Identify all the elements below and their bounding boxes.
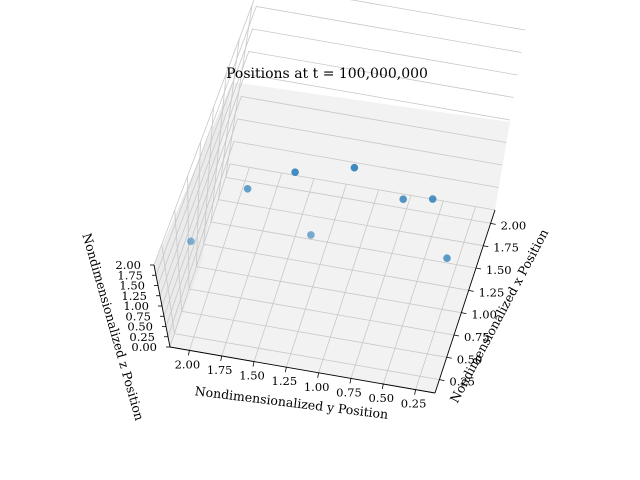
y-tick-mark <box>414 389 417 395</box>
x-tick-label: 1.00 <box>471 308 497 322</box>
x-tick-label: 2.00 <box>501 218 527 232</box>
y-tick-mark <box>220 355 223 362</box>
z-grid-line <box>167 141 499 337</box>
data-point <box>243 185 252 193</box>
y-grid-line <box>350 195 412 379</box>
tick-labels: 0.250.500.751.001.251.501.752.000.250.50… <box>115 218 526 410</box>
x-tick-mark <box>475 267 482 270</box>
z-tick-label: 0.75 <box>125 309 151 323</box>
z-grid-line <box>165 118 503 327</box>
y-tick-mark <box>284 367 287 373</box>
y-tick-label: 0.50 <box>368 391 394 405</box>
y-tick-mark <box>252 361 255 367</box>
x-tick-label: 1.50 <box>486 263 512 277</box>
y-grid-line <box>318 189 380 373</box>
z-tick-label: 0.00 <box>131 340 157 354</box>
y-grid-line <box>221 172 283 357</box>
data-point <box>350 163 359 172</box>
x-tick-label: 0.75 <box>464 330 490 344</box>
y-grid-line <box>382 200 444 385</box>
x-tick-mark <box>468 289 474 292</box>
z-tick-label: 1.00 <box>123 299 149 313</box>
grid-lines <box>153 0 526 390</box>
z-tick-label: 1.25 <box>121 289 147 303</box>
y-axis-line <box>169 346 436 394</box>
x-tick-label: 1.25 <box>479 285 505 299</box>
x-tick-label: 0.50 <box>457 352 483 366</box>
y-tick-label: 0.25 <box>401 397 427 411</box>
z-tick-label: 0.25 <box>129 330 155 344</box>
z-grid-line <box>159 51 514 296</box>
y-grid-line <box>253 178 315 362</box>
data-points <box>187 163 451 262</box>
x-tick-mark <box>439 379 445 382</box>
y-tick-label: 2.00 <box>175 357 201 371</box>
data-point <box>428 195 437 203</box>
z-grid-line <box>153 0 526 266</box>
y-tick-label: 1.75 <box>207 363 233 377</box>
data-point <box>291 168 299 176</box>
y-tick-mark <box>381 383 384 390</box>
x-tick-mark <box>461 312 467 315</box>
z-grid-line <box>157 28 518 286</box>
y-tick-label: 1.50 <box>239 369 265 383</box>
data-point <box>399 195 408 203</box>
x-tick-mark <box>490 222 496 225</box>
z-tick-label: 0.50 <box>127 320 153 334</box>
y-tick-label: 1.00 <box>304 380 330 394</box>
data-point <box>443 254 451 262</box>
z-grid-line <box>155 6 522 276</box>
data-point <box>187 237 195 246</box>
z-tick-label: 2.00 <box>115 258 141 272</box>
z-tick-label: 1.50 <box>119 279 145 293</box>
y-grid-line <box>285 184 347 368</box>
y-tick-label: 0.75 <box>336 385 362 399</box>
y-tick-label: 1.25 <box>272 374 298 388</box>
chart-title: Positions at t = 100,000,000 <box>226 66 428 82</box>
y-tick-mark <box>187 350 190 356</box>
x-tick-mark <box>446 356 452 359</box>
data-point <box>307 231 315 239</box>
x-tick-mark <box>483 245 489 248</box>
left-wall-pane <box>154 82 232 347</box>
y-tick-mark <box>349 378 352 384</box>
back-wall-pane <box>202 82 510 262</box>
y-grid-line <box>415 206 476 390</box>
y-tick-mark <box>317 372 320 378</box>
y-grid-line <box>189 167 250 351</box>
z-grid-line <box>161 73 511 307</box>
x-tick-label: 1.75 <box>493 241 519 255</box>
x-tick-label: 0.25 <box>449 375 475 389</box>
axes-panes <box>154 82 510 393</box>
z-grid-line <box>169 163 496 348</box>
x-tick-mark <box>453 334 460 337</box>
z-tick-label: 1.75 <box>117 268 143 282</box>
x-axis-line <box>434 209 496 394</box>
